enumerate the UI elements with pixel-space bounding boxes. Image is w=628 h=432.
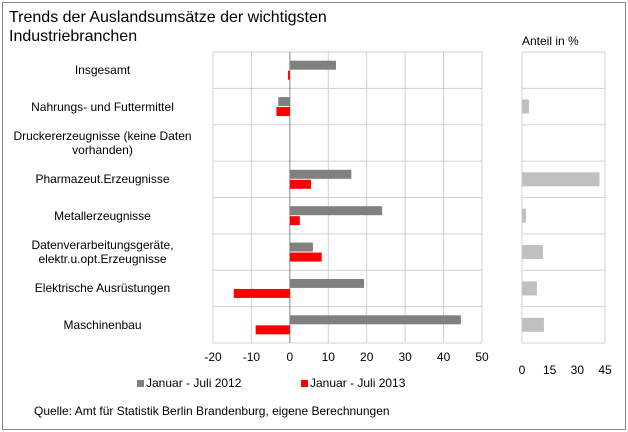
x-tick-label: 20 xyxy=(360,350,374,364)
bar xyxy=(522,317,544,332)
bar xyxy=(276,107,290,117)
x-tick-label: 30 xyxy=(398,350,412,364)
category-label: Insgesamt xyxy=(74,63,131,78)
bar xyxy=(287,70,290,80)
legend-swatch xyxy=(137,380,144,387)
category-label: Pharmazeut.Erzeugnisse xyxy=(35,172,170,187)
bar xyxy=(289,315,461,325)
x-tick-label: 0 xyxy=(519,363,526,377)
bar xyxy=(278,97,290,107)
category-label: Maschinenbau xyxy=(63,317,142,332)
bar xyxy=(522,99,530,114)
bar xyxy=(289,216,300,226)
category-label: Nahrungs- und Futtermittel xyxy=(31,99,174,114)
source: Quelle: Amt für Statistik Berlin Branden… xyxy=(34,404,390,418)
x-tick-label: 40 xyxy=(437,350,451,364)
chart-title: Trends der Auslandsumsätze der wichtigst… xyxy=(9,9,327,45)
bar xyxy=(522,281,537,296)
category-label: Metallerzeugnisse xyxy=(54,208,151,223)
category-label: Datenverarbeitungsgeräte, elektr.u.opt.E… xyxy=(31,238,174,267)
bar xyxy=(289,278,365,288)
x-tick-label: 0 xyxy=(287,350,294,364)
bar xyxy=(522,208,527,223)
bar xyxy=(289,206,383,216)
panel-title: Anteil in % xyxy=(522,34,579,48)
bar xyxy=(522,245,544,260)
bar xyxy=(289,179,311,189)
legend-swatch xyxy=(301,380,308,387)
x-tick-label: 10 xyxy=(322,350,336,364)
bar xyxy=(289,60,336,70)
bar xyxy=(255,325,290,335)
category-label: Elektrische Ausrüstungen xyxy=(34,281,171,296)
bar xyxy=(522,172,600,187)
bar xyxy=(289,242,313,252)
x-tick-label: 30 xyxy=(571,363,585,377)
bar xyxy=(233,288,290,298)
legend-label: Januar - Juli 2013 xyxy=(310,376,406,390)
x-tick-label: -10 xyxy=(243,350,261,364)
bar xyxy=(289,169,352,179)
legend-label: Januar - Juli 2012 xyxy=(146,376,242,390)
x-tick-label: 15 xyxy=(543,363,557,377)
x-tick-label: 45 xyxy=(598,363,612,377)
category-label: Druckererzeugnisse (keine Daten vorhande… xyxy=(13,128,192,157)
bar xyxy=(289,252,322,262)
x-tick-label: -20 xyxy=(204,350,222,364)
x-tick-label: 50 xyxy=(475,350,489,364)
